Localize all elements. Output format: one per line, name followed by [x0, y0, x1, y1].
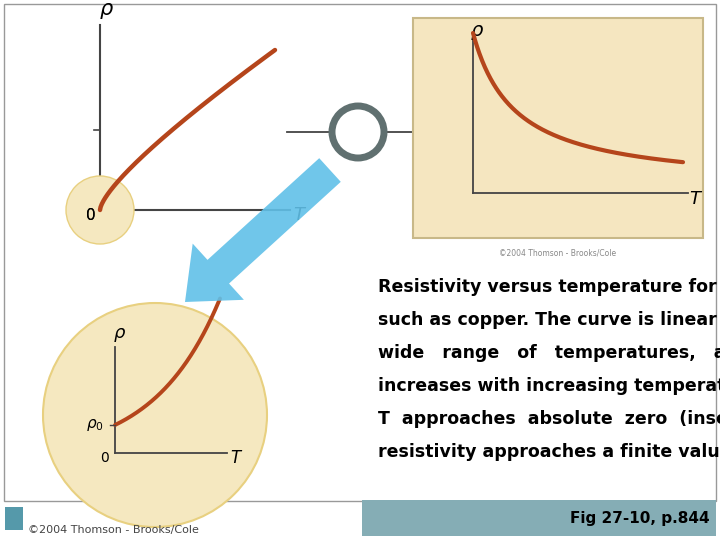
Text: $0$: $0$ [85, 207, 95, 223]
Text: Resistivity versus temperature for a metal: Resistivity versus temperature for a met… [378, 278, 720, 296]
Text: $\rho$: $\rho$ [113, 326, 127, 344]
Text: $\rho$: $\rho$ [470, 23, 484, 42]
Bar [413, 18, 703, 238]
Polygon shape [185, 158, 341, 302]
Text: Fig 27-10, p.844: Fig 27-10, p.844 [570, 510, 710, 525]
Text: $T$: $T$ [293, 206, 307, 224]
Text: $0$: $0$ [100, 451, 110, 465]
Text: ©2004 Thomson - Brooks/Cole: ©2004 Thomson - Brooks/Cole [28, 525, 199, 535]
Text: $0$: $0$ [85, 207, 95, 223]
Text: $T$: $T$ [230, 449, 243, 467]
Text: resistivity approaches a finite value ρ₀: resistivity approaches a finite value ρ₀ [378, 443, 720, 461]
Text: $\rho_0$: $\rho_0$ [86, 417, 104, 433]
Circle shape [66, 176, 134, 244]
Circle shape [43, 303, 267, 527]
Text: ©2004 Thomson - Brooks/Cole: ©2004 Thomson - Brooks/Cole [500, 248, 616, 257]
Bar [5, 507, 23, 530]
Text: $T$: $T$ [689, 190, 703, 208]
Text: Τ  approaches  absolute  zero  (inset),  the: Τ approaches absolute zero (inset), the [378, 410, 720, 428]
Bar [362, 500, 716, 536]
Text: such as copper. The curve is linear over a: such as copper. The curve is linear over… [378, 311, 720, 329]
Text: $\rho$: $\rho$ [99, 1, 114, 21]
Circle shape [332, 106, 384, 158]
Text: wide   range   of   temperatures,   and  ρ: wide range of temperatures, and ρ [378, 344, 720, 362]
Text: increases with increasing temperature. As: increases with increasing temperature. A… [378, 377, 720, 395]
